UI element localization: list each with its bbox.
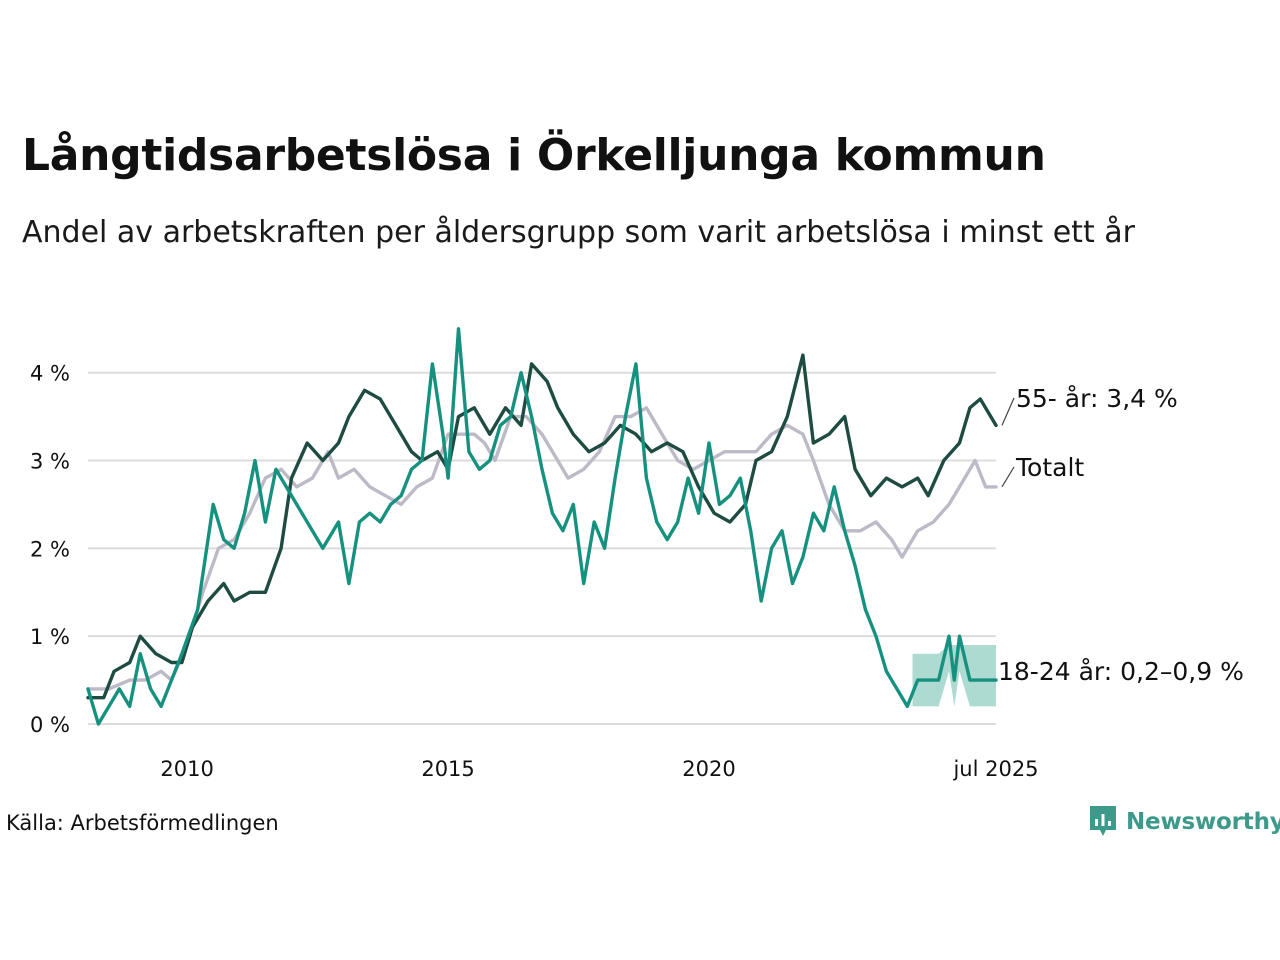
series-label-18-24-r-0-2-0-9: 18-24 år: 0,2–0,9 % xyxy=(998,657,1244,686)
series-line-18-24-r-0-2-0-9 xyxy=(86,327,998,726)
y-tick-label: 3 % xyxy=(30,450,70,474)
chart-subtitle: Andel av arbetskraften per åldersgrupp s… xyxy=(22,215,1135,250)
y-tick-label: 2 % xyxy=(30,537,70,561)
newsworthy-logo-text: Newsworthy xyxy=(1126,809,1280,835)
series-lines xyxy=(86,327,998,726)
y-tick-label: 1 % xyxy=(30,625,70,649)
series-label-totalt: Totalt xyxy=(1015,453,1084,482)
label-leader-totalt xyxy=(1001,466,1015,488)
x-tick-label: 2020 xyxy=(682,757,735,781)
series-line-55-r-3-4 xyxy=(86,353,998,700)
source-note: Källa: Arbetsförmedlingen xyxy=(6,811,279,835)
chart-title: Långtidsarbetslösa i Örkelljunga kommun xyxy=(22,130,1046,181)
grid-lines xyxy=(88,371,996,725)
label-leader-55-r-3-4 xyxy=(1001,397,1015,426)
newsworthy-logo-icon xyxy=(1090,806,1116,836)
x-axis: 2010 2015 2020 jul 2025 xyxy=(160,757,1038,781)
x-tick-label: jul 2025 xyxy=(952,757,1038,781)
series-labels: 55- år: 3,4 % Totalt 18-24 år: 0,2–0,9 % xyxy=(998,384,1244,686)
newsworthy-logo: Newsworthy xyxy=(1088,804,1280,840)
series-line-totalt xyxy=(86,406,998,691)
x-tick-label: 2015 xyxy=(421,757,474,781)
y-axis: 0 % 1 % 2 % 3 % 4 % xyxy=(30,362,70,737)
y-tick-label: 0 % xyxy=(30,713,70,737)
y-tick-label: 4 % xyxy=(30,362,70,386)
series-label-55-r-3-4: 55- år: 3,4 % xyxy=(1016,384,1178,413)
x-tick-label: 2010 xyxy=(160,757,213,781)
